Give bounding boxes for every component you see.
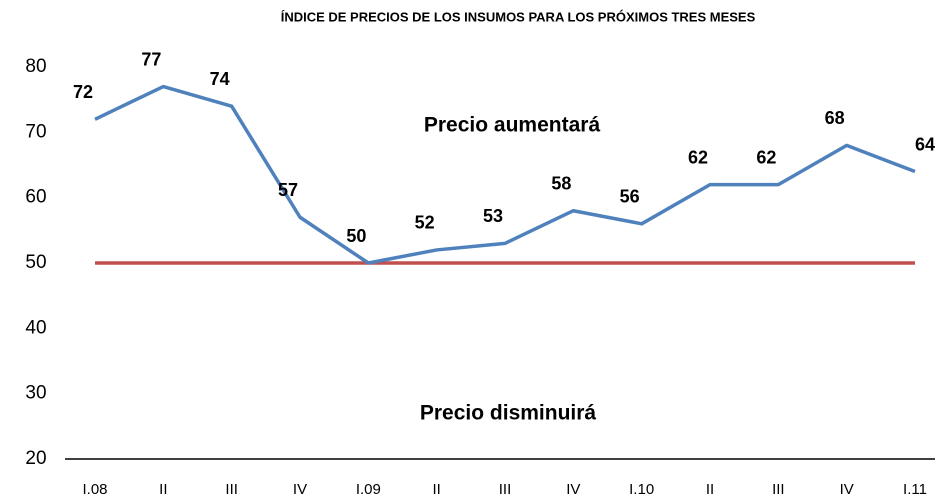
x-tick-label: I.11 [903, 481, 927, 498]
x-tick-label: IV [840, 481, 854, 498]
data-label: 56 [620, 187, 640, 207]
data-label: 50 [346, 226, 366, 246]
x-tick-label: II [159, 481, 167, 498]
x-tick-label: I.08 [82, 481, 107, 498]
data-label: 53 [483, 206, 503, 226]
y-tick-label: 40 [25, 317, 46, 338]
x-tick-label: II [706, 481, 714, 498]
data-label: 62 [688, 147, 708, 167]
data-label: 58 [551, 173, 571, 193]
y-tick-label: 70 [25, 121, 46, 142]
chart-title: ÍNDICE DE PRECIOS DE LOS INSUMOS PARA LO… [281, 9, 756, 24]
data-label: 57 [278, 180, 298, 200]
y-tick-label: 50 [25, 252, 46, 273]
data-label: 72 [73, 82, 93, 102]
data-label: 62 [756, 147, 776, 167]
annotation: Precio aumentará [424, 114, 601, 137]
y-tick-label: 30 [25, 383, 46, 404]
x-tick-label: III [225, 481, 238, 498]
data-label: 77 [141, 49, 161, 69]
data-label: 68 [825, 108, 845, 128]
y-tick-label: 20 [25, 448, 46, 469]
x-tick-label: I.10 [629, 481, 654, 498]
y-tick-label: 80 [25, 56, 46, 77]
x-tick-label: III [499, 481, 512, 498]
x-tick-label: IV [293, 481, 307, 498]
x-tick-label: III [772, 481, 785, 498]
x-tick-label: IV [566, 481, 580, 498]
data-label: 64 [915, 134, 935, 154]
annotation: Precio disminuirá [420, 402, 597, 425]
x-tick-label: I.09 [356, 481, 381, 498]
data-label: 52 [415, 213, 435, 233]
data-label: 74 [210, 69, 230, 89]
series-line [94, 84, 916, 265]
x-tick-label: II [432, 481, 440, 498]
y-tick-label: 60 [25, 187, 46, 208]
